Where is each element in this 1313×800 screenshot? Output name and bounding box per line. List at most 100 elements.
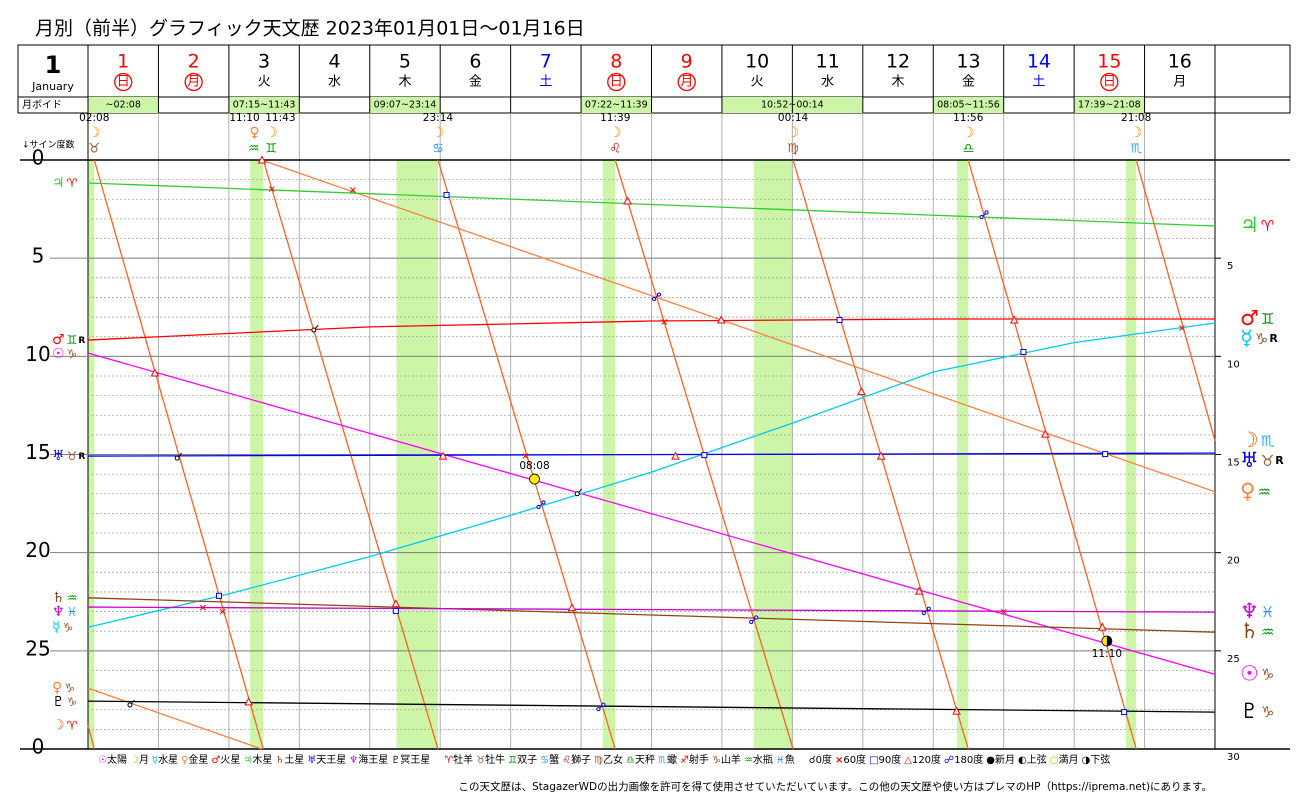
degree-header: ↓サイン度数	[22, 139, 75, 151]
holiday-circle	[114, 72, 133, 92]
void-cell	[369, 97, 441, 113]
y2-tick-label: 10	[1227, 359, 1240, 370]
legend-glyph: ♄	[275, 755, 284, 766]
aspect-square	[701, 452, 708, 459]
legend-glyph: △	[904, 755, 912, 766]
aspect-trine	[438, 451, 448, 460]
legend-text: 90度	[879, 753, 902, 766]
retro-mark: R	[1269, 332, 1278, 345]
weekday: 水	[821, 75, 834, 90]
legend-glyph: ☿	[152, 755, 158, 766]
legend-text: 獅子	[571, 753, 591, 766]
ingress-time: 02:08	[79, 112, 109, 124]
legend-glyph: □	[869, 755, 878, 766]
legend-text: 太陽	[107, 753, 127, 766]
holiday-circle	[607, 72, 626, 92]
day-number: 9	[681, 51, 693, 73]
planet-glyph: ♄	[52, 590, 65, 606]
void-cell	[88, 97, 159, 113]
legend-glyph: ♒	[744, 755, 753, 766]
ingress-time: 00:14	[778, 112, 809, 124]
aspect-sextile	[268, 186, 275, 192]
planet-glyph: ♄	[1240, 619, 1259, 643]
day-number: 15	[1097, 51, 1121, 73]
month-name: January	[31, 80, 74, 93]
planet-glyph: ♆	[1240, 599, 1259, 623]
aspect-trine	[671, 451, 680, 460]
legend-text: 土星	[284, 753, 304, 766]
legend-text: 冥王星	[400, 754, 430, 766]
day-number: 11	[816, 51, 840, 73]
planet-label: ♃ ♈	[1240, 213, 1274, 237]
aspect-conjunction	[574, 488, 583, 497]
y-tick-label: 5	[32, 244, 45, 268]
ingress-planet: ☽	[962, 125, 975, 141]
void-label: ~02:08	[106, 100, 141, 111]
aspect-trine	[150, 368, 160, 377]
day-number: 10	[745, 51, 769, 73]
moon-phase	[1101, 635, 1113, 647]
sign-glyph: ♓	[1261, 603, 1274, 621]
aspect-opposition	[596, 702, 606, 712]
weekday: 日	[1103, 75, 1116, 90]
aspect-sextile	[522, 453, 529, 459]
legend-glyph: ×	[835, 755, 843, 766]
sign-glyph: ♒	[67, 590, 78, 604]
sign-glyph: ♈	[67, 175, 78, 189]
y-tick-label: 15	[25, 440, 50, 464]
weekday: 月	[680, 75, 693, 90]
legend-text: 新月	[995, 754, 1015, 766]
ingress-planet: ♀	[249, 125, 259, 141]
legend-text: 海王星	[358, 753, 388, 766]
legend-glyph: ♆	[349, 755, 358, 766]
day-number: 4	[328, 51, 340, 73]
legend-glyph: ♌	[562, 755, 571, 766]
chart-title: 月別（前半）グラフィック天文歴 2023年01月01日～01月16日	[35, 18, 585, 40]
sign-glyph: ♉	[67, 449, 78, 463]
planet-glyph: ♃	[52, 175, 65, 191]
aspect-sextile	[219, 608, 226, 615]
ingress-planet: ☽	[787, 125, 800, 141]
void-label: 07:22~11:39	[585, 100, 648, 111]
aspect-square	[1121, 709, 1128, 716]
legend-glyph: ◐	[1018, 755, 1027, 766]
legend-text: 牡羊	[453, 753, 473, 766]
aspect-trine	[716, 315, 726, 324]
day-number: 1	[117, 51, 129, 73]
legend-glyph: ♇	[391, 755, 400, 766]
legend-text: 水瓶	[753, 753, 773, 766]
legend-glyph: ◑	[1081, 755, 1090, 766]
void-label: 07:15~11:43	[233, 100, 296, 111]
phase-disc	[529, 473, 540, 485]
planet-label: ♅ ♉R	[52, 448, 85, 464]
legend-text: 60度	[843, 753, 866, 766]
legend-text: 180度	[954, 753, 983, 766]
day-number: 2	[188, 51, 200, 73]
labels: 1日2月3火4水5木6金7土8日9月10火11水12木13金14土15日16月~…	[25, 51, 1284, 767]
planet-glyph: ♀	[52, 680, 62, 696]
legend-glyph: ♐	[680, 755, 689, 766]
void-label: 09:07~23:14	[374, 100, 437, 111]
phase-label: 11:10	[1092, 648, 1122, 660]
footer-note: この天文歴は、StagazerWDの出力画像を許可を得て使用させていただいていま…	[459, 780, 1212, 793]
holiday-circle	[677, 72, 696, 92]
planet-glyph: ♆	[52, 604, 65, 620]
legend-glyph: ♎	[626, 755, 635, 766]
y2-tick-label: 20	[1227, 556, 1240, 567]
day-number: 12	[886, 51, 910, 73]
aspect-marks	[127, 155, 1185, 716]
ingress-time: 11:39	[600, 112, 630, 124]
weekday: 日	[117, 75, 130, 90]
aspect-square	[1020, 349, 1027, 356]
y-tick-label: 0	[32, 735, 45, 759]
moon-phase	[529, 473, 540, 485]
legend-glyph: ♊	[508, 755, 517, 766]
retro-mark: R	[1275, 454, 1284, 467]
sign-glyph: ♈	[67, 718, 78, 732]
planet-line	[87, 452, 1216, 457]
weekday: 金	[962, 75, 975, 90]
planet-label: ♀ ♒	[1240, 479, 1271, 503]
void-cell	[581, 97, 652, 113]
y-tick-label: 20	[25, 538, 50, 562]
planet-line	[87, 318, 1215, 341]
